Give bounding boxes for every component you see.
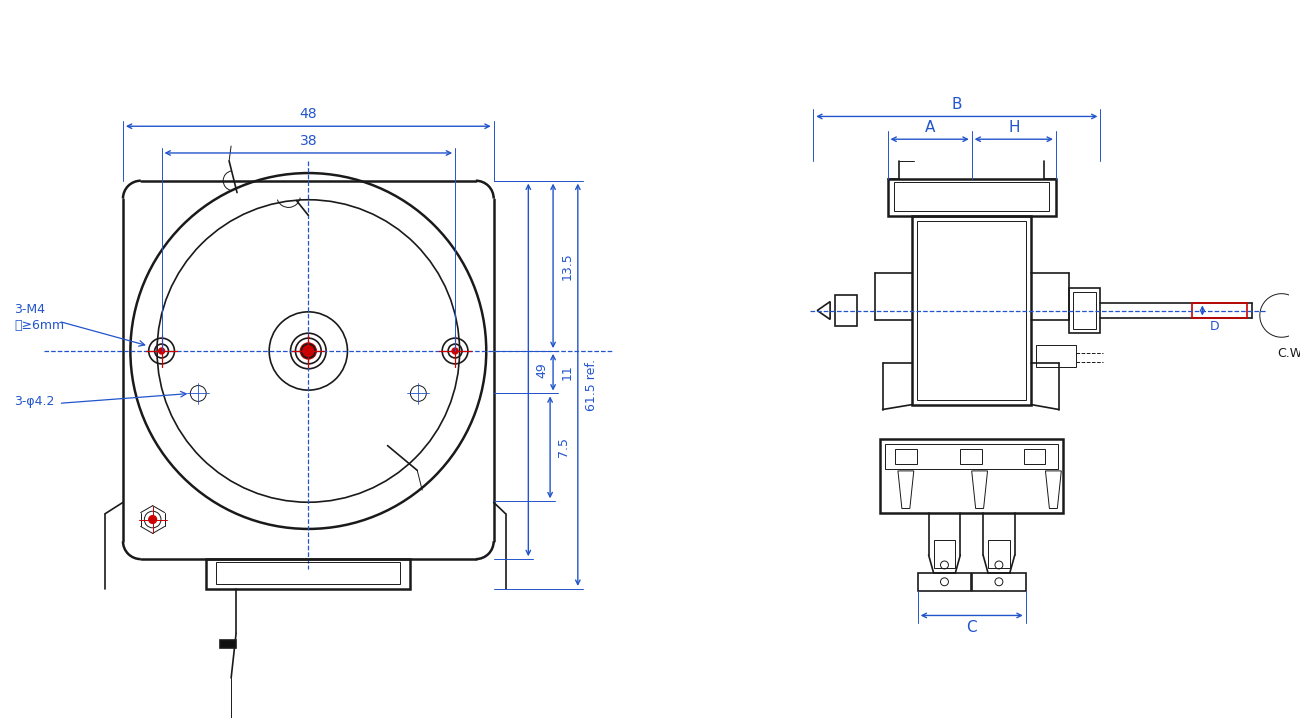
Bar — [220, 640, 237, 648]
Bar — [885, 444, 1058, 469]
Text: 3-φ4.2: 3-φ4.2 — [14, 395, 55, 408]
Bar — [880, 439, 1063, 513]
Text: 3-M4: 3-M4 — [14, 303, 46, 316]
Bar — [1036, 345, 1075, 367]
Bar — [913, 217, 1031, 404]
Text: 38: 38 — [299, 134, 317, 148]
Circle shape — [159, 348, 165, 354]
Text: 11: 11 — [560, 365, 573, 380]
Text: 7.5: 7.5 — [558, 438, 571, 457]
Bar — [959, 449, 982, 464]
Text: 13.5: 13.5 — [560, 252, 573, 279]
Bar — [1069, 288, 1100, 333]
Text: 61.5 ref.: 61.5 ref. — [585, 359, 598, 411]
Bar — [933, 540, 956, 568]
Bar — [888, 179, 1056, 217]
Text: A: A — [924, 120, 935, 135]
Text: D: D — [1209, 320, 1219, 333]
Bar — [1192, 303, 1247, 318]
Text: 深≥6mm: 深≥6mm — [14, 318, 64, 331]
Bar — [1072, 292, 1096, 329]
Bar — [207, 559, 411, 589]
Circle shape — [452, 348, 458, 354]
Bar — [972, 573, 1026, 591]
Circle shape — [300, 343, 316, 359]
Bar — [894, 182, 1049, 212]
Bar — [988, 540, 1010, 568]
Text: H: H — [1008, 120, 1019, 135]
Circle shape — [306, 348, 311, 354]
Text: C.W: C.W — [1277, 347, 1300, 360]
Bar — [1023, 449, 1045, 464]
Text: C: C — [966, 620, 978, 635]
Text: 48: 48 — [299, 108, 317, 121]
Bar — [894, 449, 916, 464]
Circle shape — [148, 516, 156, 523]
Bar — [835, 295, 857, 326]
Bar — [216, 562, 400, 584]
Bar — [918, 573, 971, 591]
Text: 49: 49 — [536, 362, 549, 378]
Text: B: B — [952, 97, 962, 112]
Bar — [918, 222, 1026, 399]
